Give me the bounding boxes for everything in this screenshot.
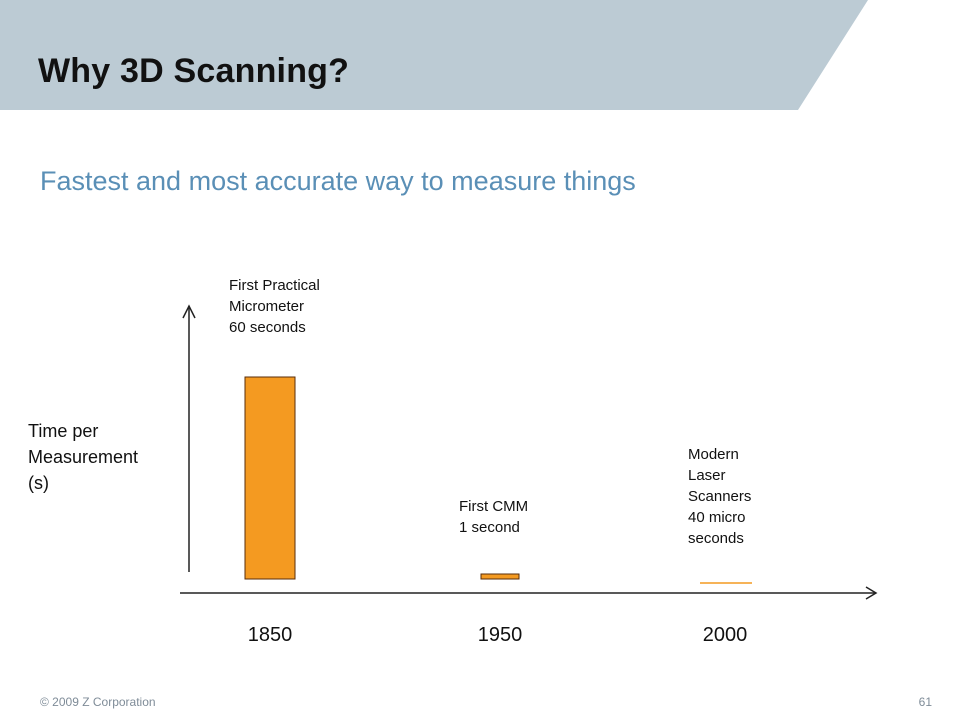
- annotation-line: seconds: [688, 530, 744, 547]
- y-axis-label: Time per Measurement (s): [28, 418, 138, 496]
- x-tick-label: 2000: [702, 624, 748, 646]
- annotation-line: Modern: [688, 446, 739, 463]
- annotation-line: 40 micro: [688, 509, 746, 526]
- y-axis-label-line: Measurement: [28, 447, 139, 467]
- footer-copyright: © 2009 Z Corporation: [40, 695, 156, 709]
- annotation-laser-scanners: Modern Laser Scanners 40 micro seconds: [688, 444, 751, 549]
- page-number: 61: [918, 695, 932, 709]
- x-axis: [180, 586, 878, 600]
- x-tick-label: 1850: [247, 624, 293, 646]
- annotation-line: First Practical: [229, 277, 320, 294]
- y-axis: [182, 304, 196, 572]
- annotation-line: 1 second: [459, 519, 520, 536]
- annotation-line: Laser: [688, 467, 726, 484]
- slide-subtitle: Fastest and most accurate way to measure…: [40, 166, 636, 196]
- annotation-line: Scanners: [688, 488, 752, 505]
- bar-1850: [244, 376, 296, 580]
- bar-1950: [480, 573, 520, 580]
- annotation-cmm: First CMM 1 second: [459, 496, 528, 538]
- annotation-line: Micrometer: [229, 298, 305, 315]
- annotation-micrometer: First Practical Micrometer 60 seconds: [229, 275, 320, 338]
- y-axis-label-line: Time per: [28, 421, 99, 441]
- header-band: [0, 0, 868, 110]
- bars: [244, 376, 752, 584]
- annotation-line: First CMM: [459, 498, 529, 515]
- x-tick-label: 1950: [477, 624, 523, 646]
- annotation-line: 60 seconds: [229, 319, 306, 336]
- slide-title: Why 3D Scanning?: [38, 52, 350, 90]
- y-axis-label-line: (s): [28, 473, 49, 493]
